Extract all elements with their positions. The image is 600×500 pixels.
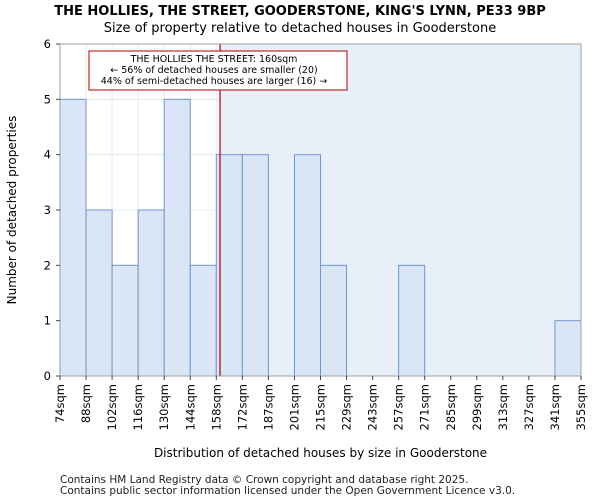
annotation-line-3: 44% of semi-detached houses are larger (… [101, 76, 328, 87]
x-tick-label: 313sqm [496, 384, 510, 430]
x-tick-label: 229sqm [340, 384, 354, 430]
x-tick-label: 355sqm [574, 384, 588, 430]
x-tick-label: 158sqm [209, 384, 223, 430]
x-tick-label: 187sqm [261, 384, 275, 430]
y-axis-ticks: 0 1 2 3 4 5 6 [44, 37, 60, 383]
y-tick-label: 4 [44, 148, 51, 162]
x-axis-label: Distribution of detached houses by size … [154, 446, 487, 460]
x-tick-label: 341sqm [548, 384, 562, 430]
x-tick-label: 74sqm [53, 384, 67, 423]
x-tick-label: 271sqm [418, 384, 432, 430]
footer-credit-line-2: Contains public sector information licen… [60, 485, 516, 497]
x-tick-label: 172sqm [235, 384, 249, 430]
footer-credit-line-1: Contains HM Land Registry data © Crown c… [60, 474, 469, 486]
x-tick-label: 130sqm [157, 384, 171, 430]
annotation-line-2: ← 56% of detached houses are smaller (20… [110, 65, 317, 76]
y-tick-label: 6 [44, 37, 51, 51]
property-annotation: THE HOLLIES THE STREET: 160sqm ← 56% of … [88, 50, 348, 91]
x-tick-label: 257sqm [392, 384, 406, 430]
bar-215sqm [320, 264, 348, 377]
bar-257sqm [398, 264, 426, 377]
annotation-line-1: THE HOLLIES THE STREET: 160sqm [130, 54, 298, 65]
histogram-bars [59, 98, 582, 377]
bar-88sqm [85, 209, 113, 377]
bar-130sqm [163, 98, 191, 377]
annotation-box [88, 50, 348, 91]
y-tick-label: 5 [44, 92, 51, 106]
bar-158sqm [215, 154, 243, 377]
bar-172sqm [241, 154, 269, 377]
bar-74sqm [59, 98, 87, 377]
chart-title: THE HOLLIES, THE STREET, GOODERSTONE, KI… [54, 4, 546, 19]
y-axis-label: Number of detached properties [5, 116, 19, 305]
bar-201sqm [293, 154, 322, 377]
x-tick-label: 243sqm [366, 384, 380, 430]
y-tick-label: 0 [44, 369, 51, 383]
x-tick-label: 88sqm [79, 384, 93, 423]
x-tick-label: 327sqm [522, 384, 536, 430]
bar-102sqm [111, 264, 139, 377]
chart-subtitle: Size of property relative to detached ho… [103, 21, 497, 36]
x-tick-label: 144sqm [183, 384, 197, 430]
y-tick-label: 1 [44, 314, 51, 328]
x-tick-label: 201sqm [287, 384, 301, 430]
x-tick-label: 116sqm [131, 384, 145, 430]
x-tick-label: 285sqm [444, 384, 458, 430]
y-tick-label: 2 [44, 258, 51, 272]
bar-144sqm [189, 264, 217, 377]
x-tick-label: 215sqm [314, 384, 328, 430]
y-tick-label: 3 [44, 203, 51, 217]
x-axis-ticks: 74sqm 88sqm 102sqm 116sqm 130sqm 144sqm 158sqm… [53, 376, 588, 430]
x-tick-label: 299sqm [470, 384, 484, 430]
bar-341sqm [554, 320, 582, 377]
x-tick-label: 102sqm [105, 384, 119, 430]
bar-116sqm [137, 209, 165, 377]
